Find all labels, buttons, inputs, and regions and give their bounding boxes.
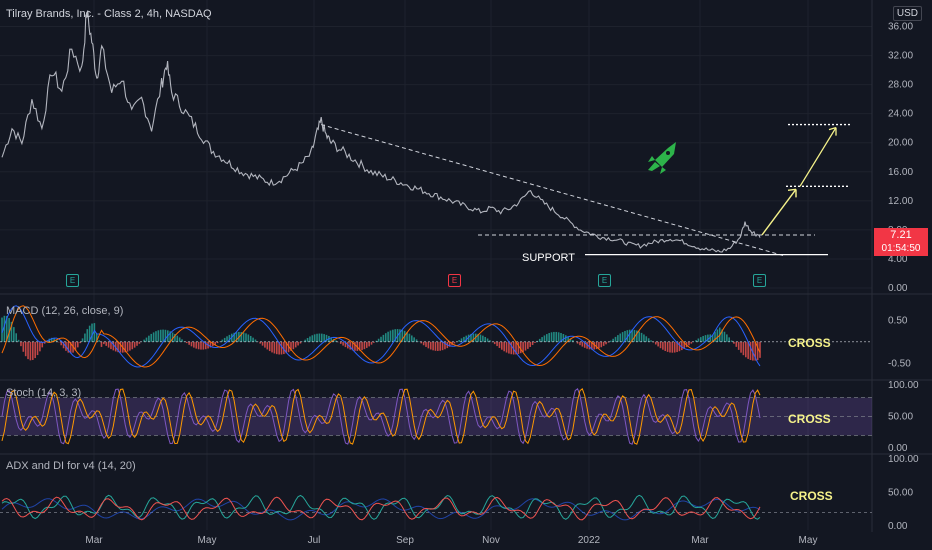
x-tick-label-6: Mar bbox=[691, 535, 709, 546]
adx-pane bbox=[0, 494, 872, 521]
pane-borders bbox=[0, 0, 932, 532]
di-minus-line bbox=[1, 496, 761, 521]
macd-tick-1: -0.50 bbox=[888, 358, 911, 369]
stoch-pane bbox=[0, 387, 872, 445]
price-tick-1: 32.00 bbox=[888, 51, 913, 62]
rocket-fins bbox=[648, 156, 666, 174]
projection-arrowhead-1 bbox=[787, 188, 797, 198]
adx-tick-1: 50.00 bbox=[888, 488, 913, 499]
x-tick-label-3: Sep bbox=[396, 535, 414, 546]
projection-arrow-1 bbox=[761, 188, 797, 236]
price-tick-9: 0.00 bbox=[888, 283, 908, 294]
adx-title: ADX and DI for v4 (14, 20) bbox=[6, 460, 136, 472]
rocket-body bbox=[655, 142, 676, 167]
cross-label-stoch: CROSS bbox=[788, 412, 831, 426]
bar-countdown: 01:54:50 bbox=[881, 243, 921, 254]
x-tick-label-5: 2022 bbox=[578, 535, 601, 546]
projection-arrow-2 bbox=[799, 127, 837, 187]
stoch-tick-2: 0.00 bbox=[888, 443, 908, 454]
x-tick-label-4: Nov bbox=[482, 535, 500, 546]
rocket-icon bbox=[648, 142, 676, 174]
stoch-d-line bbox=[1, 387, 761, 445]
price-tick-0: 36.00 bbox=[888, 22, 913, 33]
price-tick-2: 28.00 bbox=[888, 80, 913, 91]
price-tick-8: 4.00 bbox=[888, 254, 908, 265]
cross-label-macd: CROSS bbox=[788, 336, 831, 350]
axes-labels: Mar May Jul Sep Nov 2022 Mar May 36.00 32.00 28.00… bbox=[85, 22, 919, 546]
x-tick-label-2: Jul bbox=[308, 535, 321, 546]
currency-badge[interactable]: USD bbox=[892, 6, 922, 21]
di-plus-line bbox=[1, 494, 761, 520]
earnings-marker-1[interactable]: E bbox=[66, 274, 79, 287]
projection-arrowhead-2 bbox=[828, 126, 837, 136]
x-tick-label-1: May bbox=[198, 535, 217, 546]
descending-trendline bbox=[321, 124, 786, 257]
grid-lines bbox=[0, 0, 872, 530]
adx-tick-0: 100.00 bbox=[888, 454, 919, 465]
stoch-title: Stoch (14, 3, 3) bbox=[6, 387, 82, 399]
earnings-marker-2[interactable]: E bbox=[448, 274, 461, 287]
price-series-line bbox=[1, 10, 761, 253]
stoch-tick-1: 50.00 bbox=[888, 412, 913, 423]
macd-title: MACD (12, 26, close, 9) bbox=[6, 305, 124, 317]
macd-pane bbox=[0, 305, 872, 368]
price-tick-6: 12.00 bbox=[888, 196, 913, 207]
last-price-value: 7.21 bbox=[890, 229, 912, 241]
stoch-tick-0: 100.00 bbox=[888, 380, 919, 391]
chart-title: Tilray Brands, Inc. - Class 2, 4h, NASDA… bbox=[6, 8, 212, 20]
price-tick-3: 24.00 bbox=[888, 109, 913, 120]
earnings-marker-4[interactable]: E bbox=[753, 274, 766, 287]
support-label: SUPPORT bbox=[522, 252, 575, 264]
x-tick-label-7: May bbox=[799, 535, 818, 546]
macd-tick-0: 0.50 bbox=[888, 315, 908, 326]
price-pane bbox=[1, 10, 852, 257]
adx-tick-2: 0.00 bbox=[888, 521, 908, 532]
last-price-tag: 7.21 01:54:50 bbox=[874, 228, 928, 256]
rocket-window bbox=[666, 151, 670, 155]
signal-line bbox=[1, 305, 761, 368]
x-tick-label-0: Mar bbox=[85, 535, 103, 546]
price-tick-5: 16.00 bbox=[888, 167, 913, 178]
cross-label-adx: CROSS bbox=[790, 489, 833, 503]
adx-line bbox=[1, 498, 761, 521]
rocket-flame bbox=[648, 162, 660, 171]
earnings-marker-3[interactable]: E bbox=[598, 274, 611, 287]
price-tick-4: 20.00 bbox=[888, 138, 913, 149]
macd-line bbox=[1, 305, 761, 368]
